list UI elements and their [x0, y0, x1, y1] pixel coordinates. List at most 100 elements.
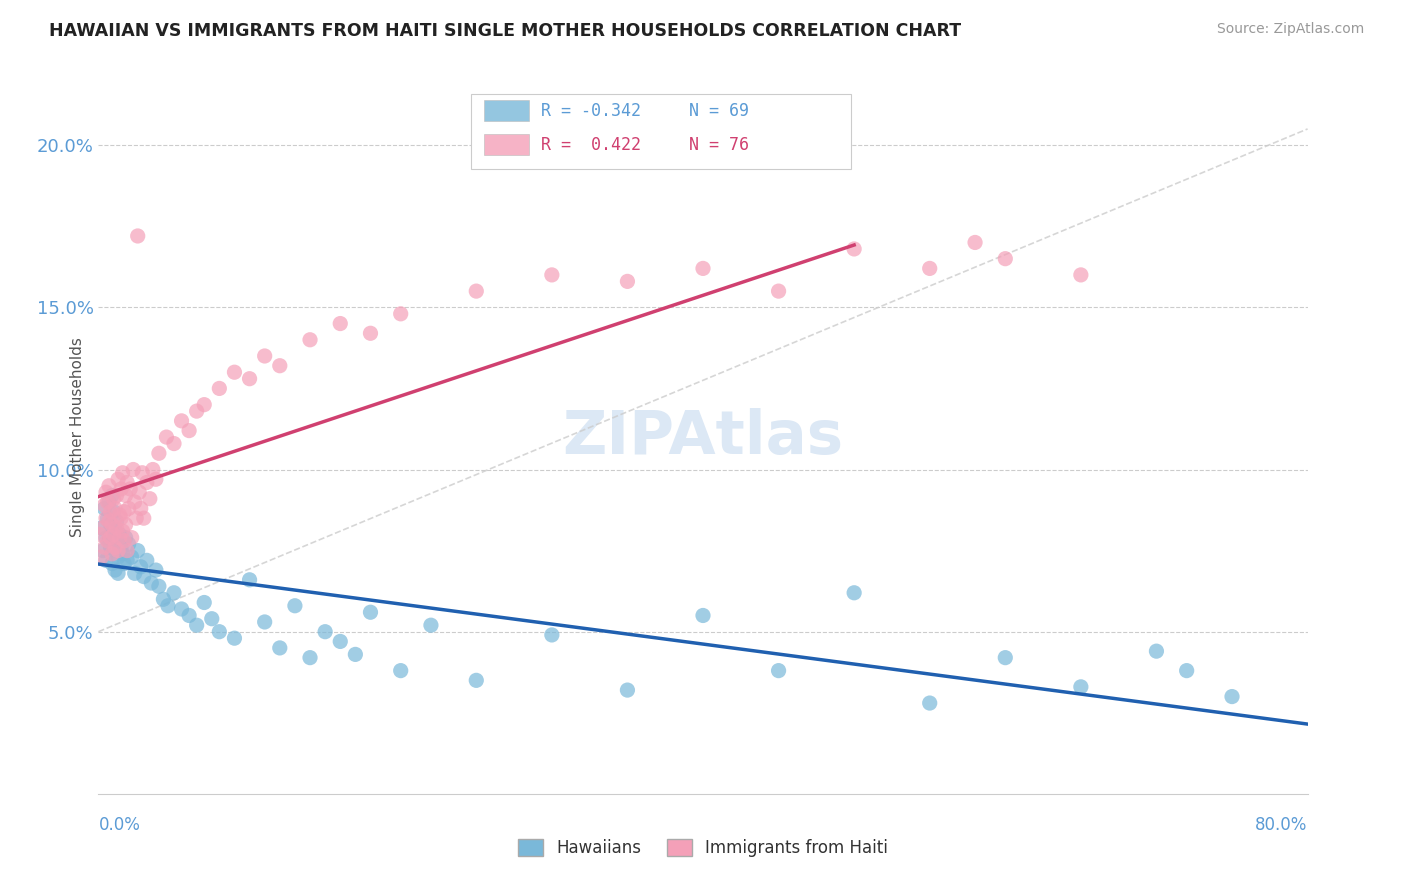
Point — [107, 543, 129, 558]
Point — [299, 650, 322, 665]
Point — [1175, 664, 1198, 678]
Point — [1070, 680, 1092, 694]
Point — [1220, 690, 1243, 704]
Point — [692, 261, 714, 276]
Point — [139, 491, 162, 506]
Point — [208, 381, 231, 395]
Point — [115, 553, 138, 567]
Point — [465, 284, 488, 298]
Point — [465, 673, 488, 688]
Point — [616, 274, 638, 288]
Point — [540, 268, 562, 282]
Point — [100, 517, 122, 532]
Point — [253, 349, 276, 363]
Point — [163, 586, 186, 600]
Point — [101, 557, 124, 571]
Point — [96, 533, 118, 548]
Text: ZIPAtlas: ZIPAtlas — [562, 408, 844, 467]
Text: N = 69: N = 69 — [689, 102, 749, 120]
Point — [93, 541, 115, 555]
Point — [193, 398, 215, 412]
Point — [145, 472, 167, 486]
Point — [170, 602, 193, 616]
Point — [179, 608, 201, 623]
Point — [692, 608, 714, 623]
Point — [135, 475, 157, 490]
Point — [148, 446, 170, 460]
Point — [98, 479, 121, 493]
Point — [156, 599, 179, 613]
Point — [114, 531, 136, 545]
Point — [103, 505, 125, 519]
Point — [1070, 268, 1092, 282]
Point — [389, 307, 412, 321]
Point — [239, 372, 262, 386]
Point — [616, 683, 638, 698]
Point — [1144, 644, 1167, 658]
Point — [114, 517, 136, 532]
Point — [420, 618, 443, 632]
Point — [389, 664, 412, 678]
Point — [118, 501, 141, 516]
Point — [152, 592, 174, 607]
Point — [103, 491, 125, 506]
Point — [768, 284, 790, 298]
Point — [329, 634, 352, 648]
Point — [131, 466, 153, 480]
Point — [114, 488, 136, 502]
Point — [124, 495, 146, 509]
Point — [121, 531, 143, 545]
Point — [239, 573, 262, 587]
Y-axis label: Single Mother Households: Single Mother Households — [69, 337, 84, 537]
Point — [122, 462, 145, 476]
Point — [111, 466, 134, 480]
Point — [918, 696, 941, 710]
Point — [94, 553, 117, 567]
Text: Source: ZipAtlas.com: Source: ZipAtlas.com — [1216, 22, 1364, 37]
Point — [94, 485, 117, 500]
Point — [93, 498, 115, 512]
Point — [101, 547, 124, 561]
Point — [108, 508, 131, 522]
Point — [844, 242, 866, 256]
Point — [132, 569, 155, 583]
Point — [269, 359, 291, 373]
Point — [93, 501, 115, 516]
Point — [98, 515, 121, 529]
Point — [104, 563, 127, 577]
Legend: Hawaiians, Immigrants from Haiti: Hawaiians, Immigrants from Haiti — [512, 832, 894, 864]
Point — [141, 576, 163, 591]
Point — [100, 505, 122, 519]
Point — [965, 235, 987, 250]
Point — [148, 579, 170, 593]
Point — [112, 505, 135, 519]
Point — [844, 586, 866, 600]
Point — [110, 482, 132, 496]
Text: N = 76: N = 76 — [689, 136, 749, 153]
Text: R =  0.422: R = 0.422 — [541, 136, 641, 153]
Point — [125, 511, 148, 525]
Point — [994, 252, 1017, 266]
Point — [115, 543, 138, 558]
Point — [360, 326, 382, 341]
Point — [201, 612, 224, 626]
Point — [96, 511, 118, 525]
Point — [360, 605, 382, 619]
Point — [100, 531, 122, 545]
Point — [186, 404, 208, 418]
Point — [129, 559, 152, 574]
Point — [111, 524, 134, 538]
Point — [110, 541, 132, 555]
Point — [918, 261, 941, 276]
Point — [224, 365, 246, 379]
Point — [98, 533, 121, 548]
Point — [94, 511, 117, 525]
Point — [100, 541, 122, 555]
Point — [107, 566, 129, 581]
Point — [208, 624, 231, 639]
Point — [107, 472, 129, 486]
Point — [90, 550, 112, 565]
Point — [127, 543, 149, 558]
Text: 0.0%: 0.0% — [98, 816, 141, 834]
Point — [115, 475, 138, 490]
